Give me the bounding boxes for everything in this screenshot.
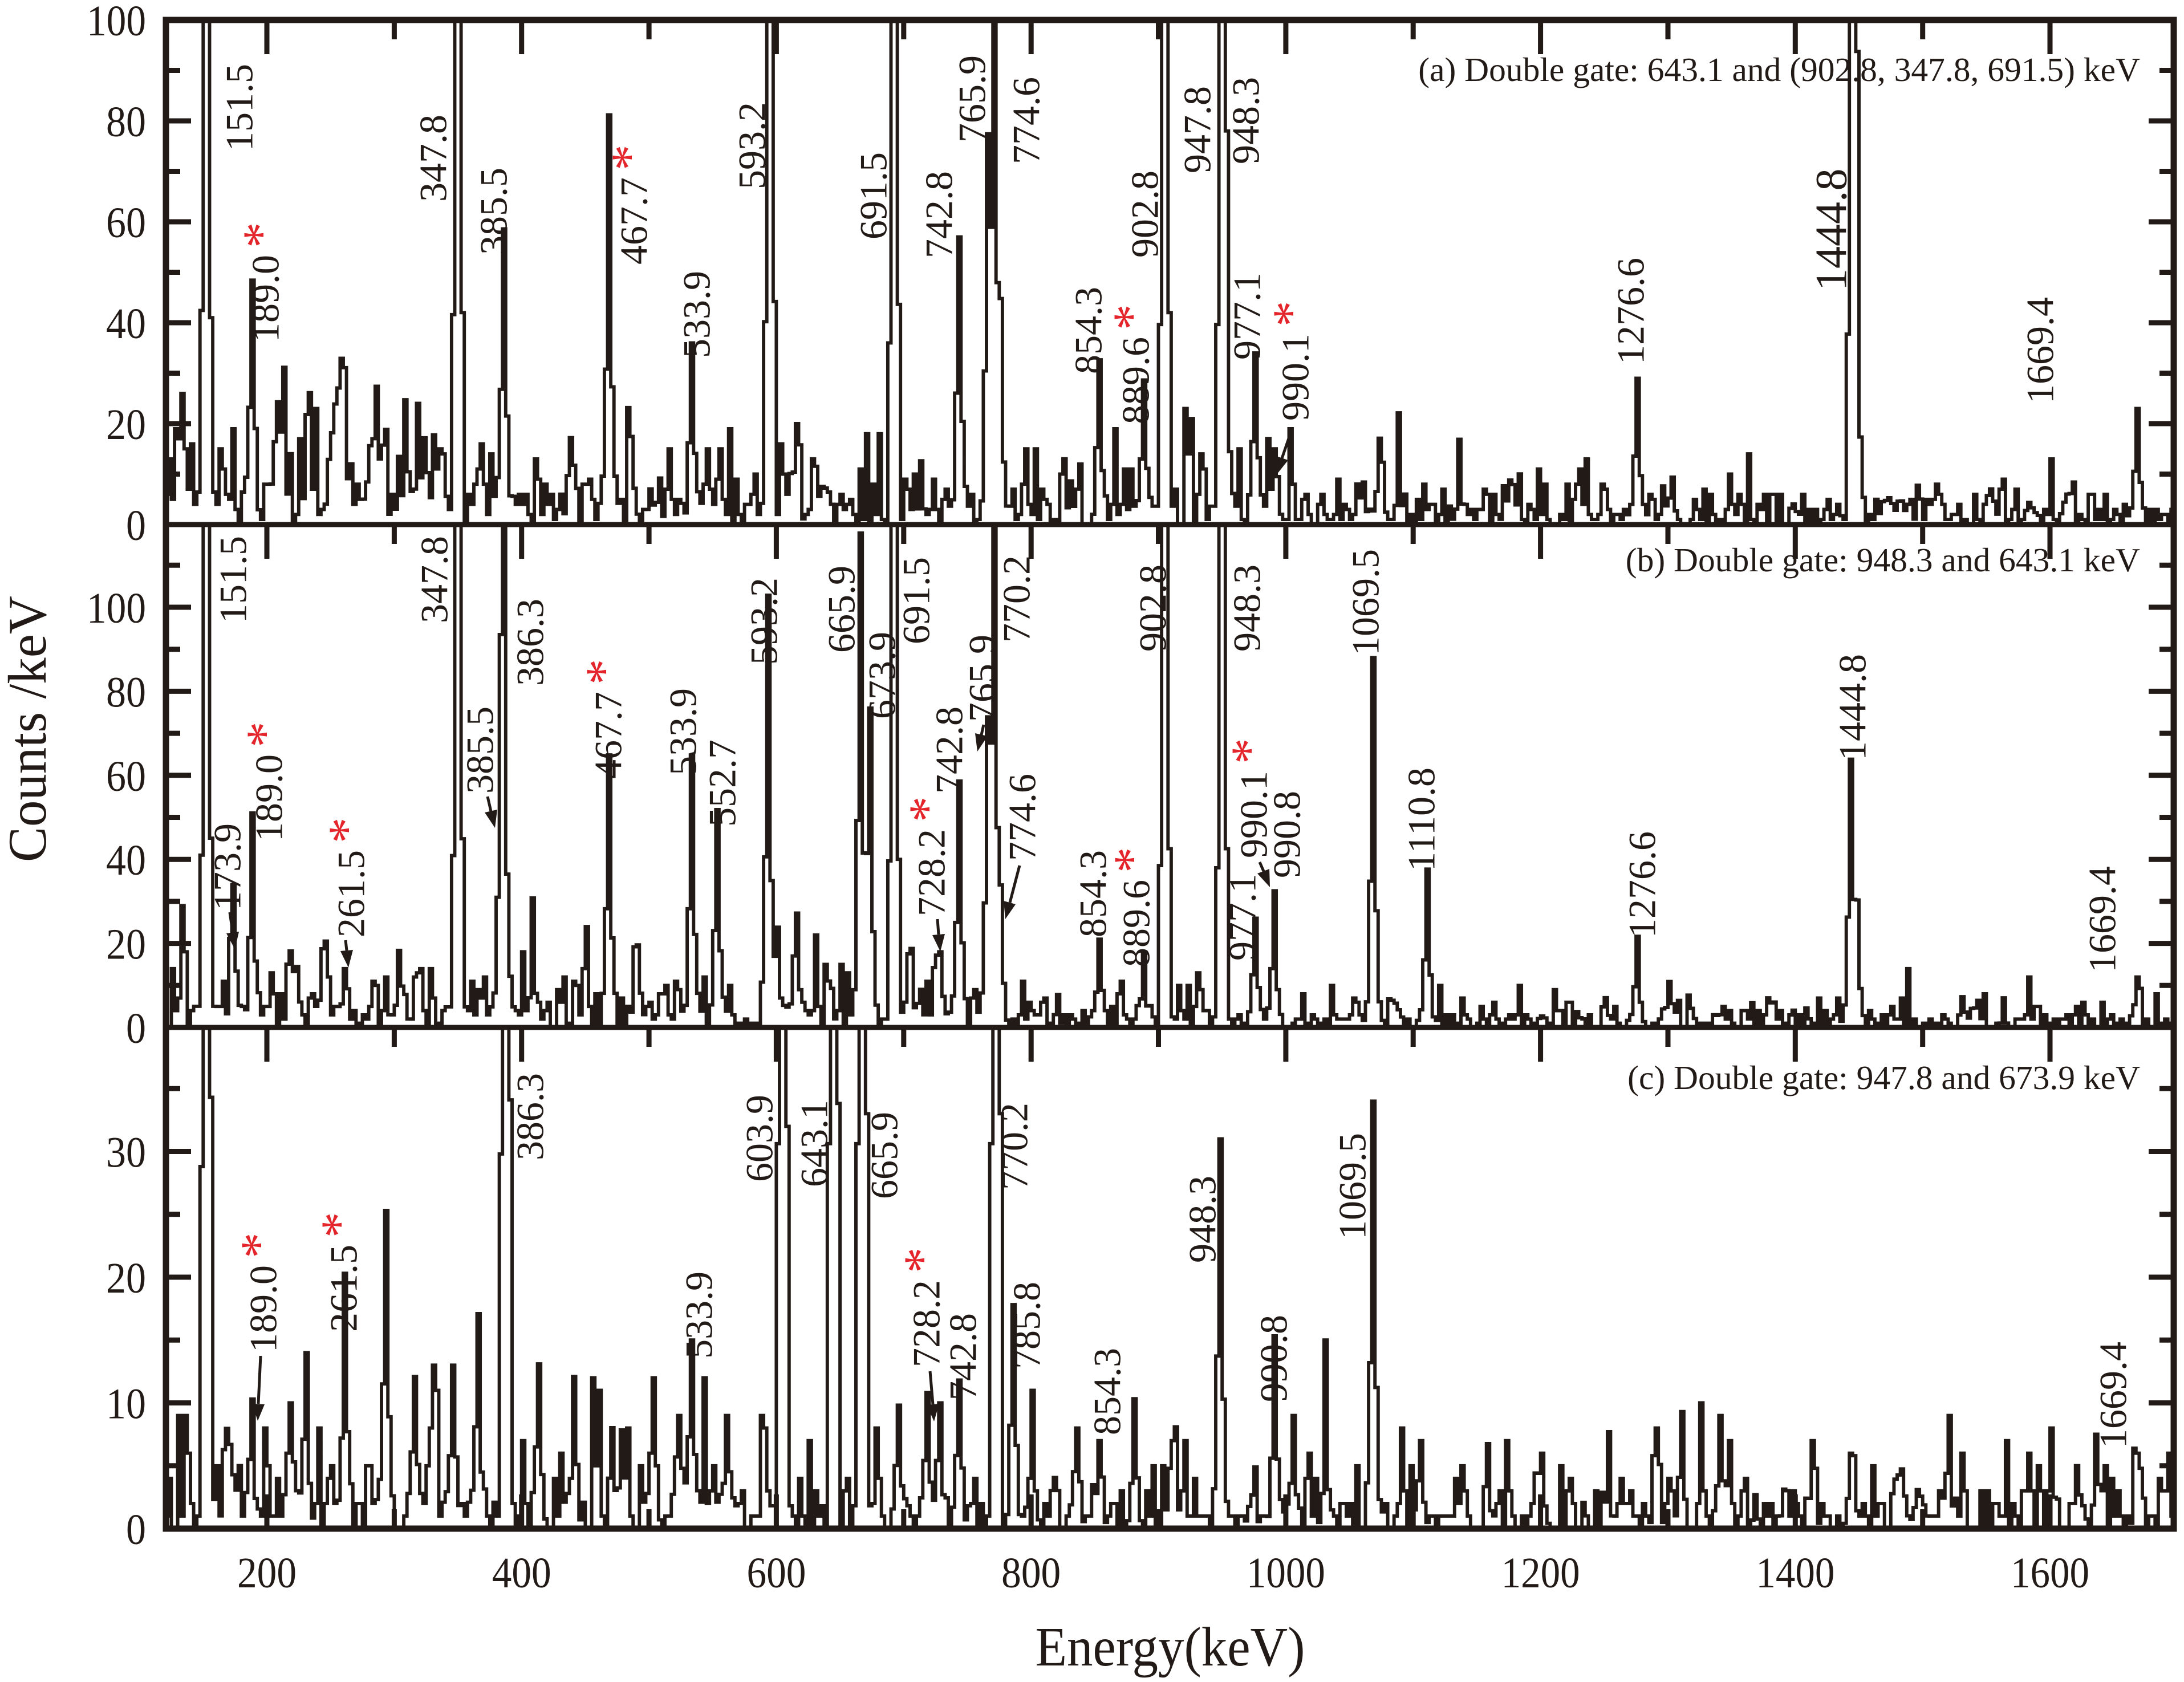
svg-text:1069.5: 1069.5: [1343, 549, 1387, 656]
svg-text:593.2: 593.2: [730, 102, 773, 189]
svg-text:Energy(keV): Energy(keV): [1036, 1616, 1305, 1677]
svg-text:80: 80: [106, 98, 146, 146]
svg-text:673.9: 673.9: [860, 632, 903, 719]
svg-text:774.6: 774.6: [1004, 77, 1048, 164]
svg-text:20: 20: [106, 401, 146, 449]
svg-text:1444.8: 1444.8: [1830, 654, 1874, 761]
svg-text:765.9: 765.9: [960, 635, 1004, 722]
svg-text:1669.4: 1669.4: [2080, 866, 2124, 973]
svg-text:151.5: 151.5: [211, 536, 254, 623]
svg-text:977.1: 977.1: [1225, 273, 1268, 360]
svg-text:770.2: 770.2: [992, 1103, 1036, 1190]
svg-text:742.8: 742.8: [917, 171, 960, 258]
svg-text:1276.6: 1276.6: [1620, 831, 1663, 938]
svg-text:691.5: 691.5: [851, 152, 895, 239]
svg-text:80: 80: [106, 668, 146, 716]
svg-text:20: 20: [106, 921, 146, 969]
svg-text:902.8: 902.8: [1123, 170, 1166, 258]
svg-text:100: 100: [87, 0, 146, 45]
svg-text:(a) Double gate: 643.1 and (90: (a) Double gate: 643.1 and (902.8, 347.8…: [1418, 51, 2140, 88]
svg-text:151.5: 151.5: [217, 64, 261, 151]
svg-text:60: 60: [106, 199, 146, 247]
svg-text:200: 200: [237, 1549, 297, 1597]
svg-text:386.3: 386.3: [508, 1073, 551, 1160]
svg-text:1600: 1600: [2011, 1549, 2089, 1597]
svg-text:552.7: 552.7: [700, 740, 744, 827]
svg-text:947.8: 947.8: [1175, 86, 1219, 173]
svg-text:173.9: 173.9: [205, 823, 249, 911]
svg-text:728.2*: 728.2*: [893, 1248, 951, 1368]
svg-text:20: 20: [106, 1254, 146, 1302]
svg-text:990.8: 990.8: [1265, 791, 1308, 878]
svg-text:1110.8: 1110.8: [1399, 767, 1443, 871]
svg-text:40: 40: [106, 836, 146, 884]
svg-text:854.3: 854.3: [1085, 1348, 1128, 1435]
svg-text:60: 60: [106, 753, 146, 801]
svg-text:385.5: 385.5: [472, 168, 515, 255]
svg-text:1669.4: 1669.4: [2091, 1342, 2134, 1448]
svg-text:(c) Double gate: 947.8 and 673: (c) Double gate: 947.8 and 673.9 keV: [1627, 1059, 2140, 1096]
svg-text:800: 800: [1001, 1549, 1061, 1597]
svg-text:665.9: 665.9: [819, 566, 863, 653]
svg-text:400: 400: [492, 1549, 551, 1597]
svg-text:1276.6: 1276.6: [1609, 258, 1652, 364]
svg-text:1069.5: 1069.5: [1330, 1133, 1374, 1240]
svg-text:0: 0: [126, 1005, 146, 1053]
svg-text:774.6: 774.6: [1000, 774, 1044, 861]
svg-text:770.2: 770.2: [994, 555, 1038, 643]
svg-text:600: 600: [746, 1549, 806, 1597]
svg-text:347.8: 347.8: [411, 115, 454, 202]
svg-text:977.1: 977.1: [1220, 873, 1264, 961]
svg-text:990.8: 990.8: [1252, 1315, 1295, 1402]
svg-text:902.8: 902.8: [1131, 564, 1174, 652]
svg-text:742.8: 742.8: [927, 706, 971, 794]
svg-text:948.3: 948.3: [1224, 77, 1267, 164]
svg-text:1200: 1200: [1501, 1549, 1580, 1597]
svg-text:533.9: 533.9: [677, 1271, 720, 1359]
svg-text:40: 40: [106, 300, 146, 348]
svg-text:1400: 1400: [1756, 1549, 1834, 1597]
svg-text:386.3: 386.3: [508, 599, 551, 686]
svg-text:948.3: 948.3: [1225, 564, 1268, 652]
svg-text:Counts /keV: Counts /keV: [0, 596, 58, 862]
svg-text:533.9: 533.9: [675, 271, 718, 358]
svg-text:765.9: 765.9: [950, 55, 993, 143]
svg-text:948.3: 948.3: [1180, 1176, 1224, 1263]
svg-text:603.9: 603.9: [737, 1095, 781, 1182]
svg-text:593.2: 593.2: [742, 578, 785, 665]
svg-text:643.1: 643.1: [792, 1100, 835, 1187]
svg-text:533.9: 533.9: [661, 688, 704, 775]
svg-text:1669.4: 1669.4: [2018, 297, 2061, 404]
svg-text:347.8: 347.8: [412, 536, 456, 623]
svg-text:385.5: 385.5: [458, 706, 501, 794]
svg-text:30: 30: [106, 1129, 146, 1177]
svg-text:0: 0: [126, 502, 146, 550]
svg-text:(b) Double gate: 948.3 and 643: (b) Double gate: 948.3 and 643.1 keV: [1626, 541, 2140, 579]
svg-text:1000: 1000: [1247, 1549, 1325, 1597]
svg-text:10: 10: [106, 1380, 146, 1428]
svg-text:665.9: 665.9: [862, 1112, 906, 1199]
svg-text:1444.8: 1444.8: [1807, 169, 1856, 291]
svg-text:742.8: 742.8: [941, 1313, 984, 1400]
svg-text:100: 100: [87, 584, 146, 632]
svg-text:854.3: 854.3: [1071, 850, 1114, 937]
svg-text:691.5: 691.5: [894, 557, 937, 644]
svg-text:0: 0: [126, 1506, 146, 1554]
svg-text:785.8: 785.8: [1005, 1282, 1048, 1369]
svg-text:854.3: 854.3: [1066, 287, 1110, 374]
